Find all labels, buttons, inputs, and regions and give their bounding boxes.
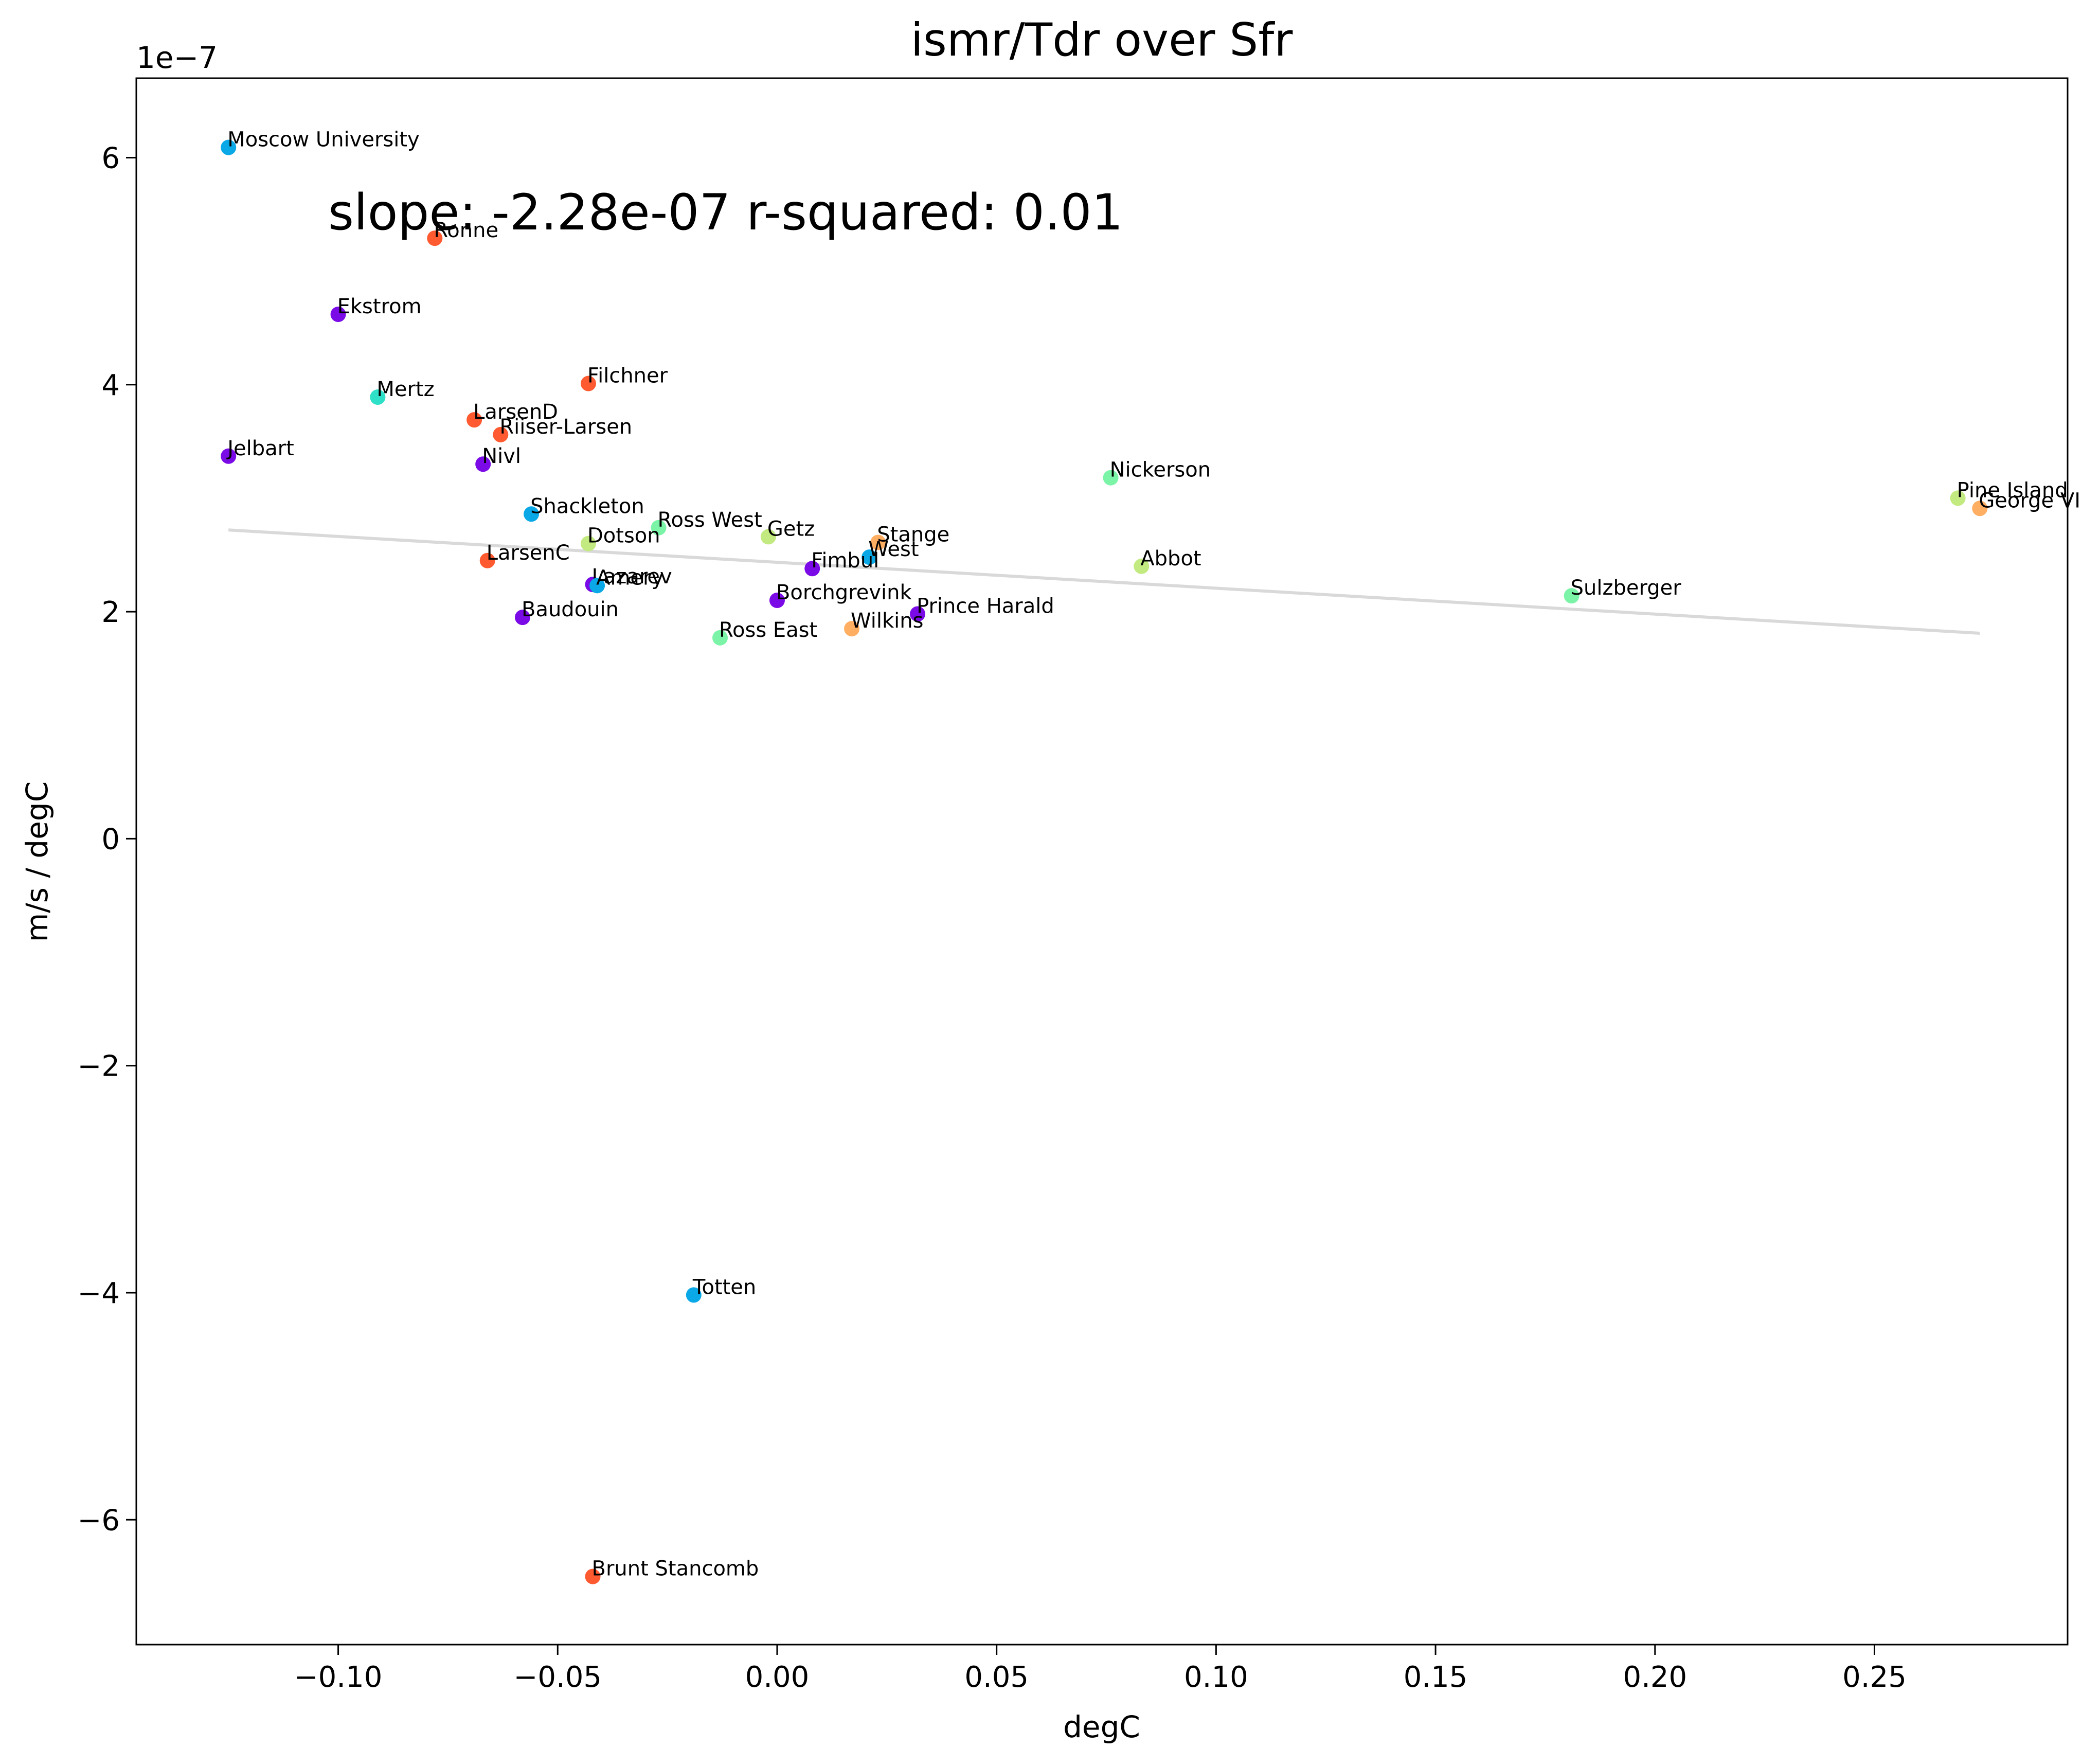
point-larsend <box>466 412 482 428</box>
y-axis-offset-label: 1e−7 <box>136 40 218 75</box>
point-sulzberger <box>1564 588 1580 604</box>
point-nickerson <box>1103 470 1119 486</box>
point-label-wilkins: Wilkins <box>851 609 923 633</box>
x-tick-label: 0.25 <box>1842 1661 1907 1694</box>
y-tick-label: 6 <box>101 141 120 175</box>
chart-title: ismr/Tdr over Sfr <box>911 13 1294 66</box>
x-tick-label: 0.00 <box>745 1661 810 1694</box>
point-totten <box>686 1287 702 1303</box>
point-fimbul <box>804 561 820 577</box>
point-ross-east <box>712 630 728 646</box>
y-axis-ticks: −6 −4 −2 0 2 4 6 <box>77 141 136 1537</box>
point-label-mertz: Mertz <box>376 378 434 401</box>
y-axis-label: m/s / degC <box>20 781 55 942</box>
point-prince-harald <box>910 606 926 622</box>
point-label-nickerson: Nickerson <box>1110 458 1211 482</box>
point-label-filchner: Filchner <box>587 364 668 388</box>
point-label-ekstrom: Ekstrom <box>337 295 422 318</box>
point-label-moscow-university: Moscow University <box>227 128 420 152</box>
point-label-amery: Amery <box>596 566 663 590</box>
point-label-brunt-stancomb: Brunt Stancomb <box>592 1557 759 1581</box>
y-tick-label: −4 <box>77 1277 120 1310</box>
point-wilkins <box>844 621 860 637</box>
point-abbot <box>1134 558 1150 574</box>
point-moscow-university <box>221 139 237 155</box>
x-tick-label: −0.05 <box>513 1661 602 1694</box>
y-tick-label: 0 <box>101 823 120 856</box>
point-riiser-larsen <box>493 426 509 442</box>
point-dotson <box>581 536 597 551</box>
point-label-prince-harald: Prince Harald <box>917 594 1054 618</box>
point-label-dotson: Dotson <box>587 524 660 548</box>
point-brunt-stancomb <box>585 1568 601 1584</box>
y-tick-label: −6 <box>77 1504 120 1537</box>
point-label-larsenc: LarsenC <box>487 541 570 565</box>
point-label-riiser-larsen: Riiser-Larsen <box>499 415 632 439</box>
y-tick-label: −2 <box>77 1050 120 1083</box>
x-tick-label: −0.10 <box>294 1661 383 1694</box>
plot-layer: Moscow University Ronne Ekstrom Mertz Filchn… <box>221 128 2080 1584</box>
point-label-ross-east: Ross East <box>719 618 817 642</box>
point-west <box>861 549 877 565</box>
point-label-fimbul: Fimbul <box>811 549 879 573</box>
y-tick-label: 2 <box>101 596 120 629</box>
point-ross-west <box>651 520 667 536</box>
trend-line <box>228 528 1980 635</box>
point-label-west: West <box>868 538 919 561</box>
point-borchgrevink <box>769 593 785 608</box>
point-george-vi <box>1972 501 1988 516</box>
x-tick-label: 0.20 <box>1623 1661 1687 1694</box>
point-filchner <box>581 376 597 391</box>
point-pine-island <box>1950 490 1966 506</box>
x-tick-label: 0.05 <box>964 1661 1029 1694</box>
point-baudouin <box>515 610 530 626</box>
point-ronne <box>427 230 443 246</box>
point-shackleton <box>524 506 540 522</box>
point-ekstrom <box>330 306 346 322</box>
point-jelbart <box>221 448 237 464</box>
x-tick-label: 0.10 <box>1184 1661 1248 1694</box>
point-label-stange: Stange <box>877 523 949 546</box>
point-amery <box>589 578 605 594</box>
point-label-baudouin: Baudouin <box>522 598 619 621</box>
point-label-borchgrevink: Borchgrevink <box>776 581 912 604</box>
point-mertz <box>370 389 386 405</box>
point-label-larsend: LarsenD <box>473 400 558 424</box>
point-label-ronne: Ronne <box>434 219 498 242</box>
point-label-george-vi: George VI <box>1979 489 2080 512</box>
plot-frame <box>135 77 2069 1646</box>
point-getz <box>760 529 776 545</box>
x-axis-label: degC <box>1063 1709 1140 1744</box>
point-nivl <box>475 456 491 472</box>
point-label-pine-island: Pine Island <box>1957 478 2068 502</box>
point-label-abbot: Abbot <box>1140 547 1201 570</box>
point-label-lazarev: Lazarev <box>592 565 672 588</box>
point-stange <box>870 534 886 550</box>
point-label-shackleton: Shackleton <box>530 494 644 518</box>
point-label-sulzberger: Sulzberger <box>1571 576 1682 600</box>
point-larsenc <box>479 552 495 568</box>
x-axis-ticks: −0.10 −0.05 0.00 0.05 0.10 0.15 0.20 0.25 <box>294 1645 1907 1694</box>
x-tick-label: 0.15 <box>1404 1661 1468 1694</box>
point-label-ross-west: Ross West <box>658 508 762 532</box>
point-label-totten: Totten <box>692 1275 756 1299</box>
point-label-getz: Getz <box>767 517 815 541</box>
point-label-nivl: Nivl <box>482 444 521 468</box>
point-label-jelbart: Jelbart <box>226 437 294 460</box>
regression-annotation: slope: -2.28e-07 r-squared: 0.01 <box>328 184 1123 241</box>
y-tick-label: 4 <box>101 369 120 402</box>
